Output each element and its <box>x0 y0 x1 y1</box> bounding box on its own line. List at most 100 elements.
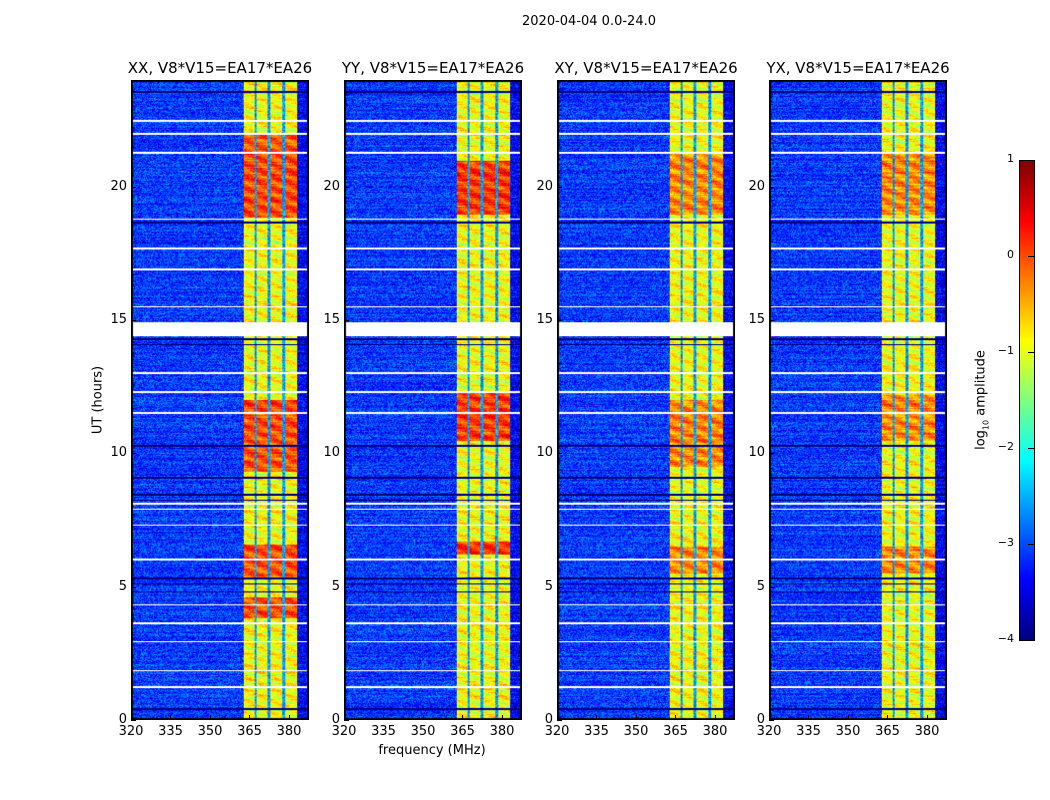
y-axis-label: UT (hours) <box>90 365 106 435</box>
heatmap-panel <box>344 80 522 720</box>
x-tick-label: 320 <box>756 724 782 739</box>
panel-title: YY, V8*V15=EA17*EA26 <box>341 59 525 77</box>
x-tick-mark <box>635 715 637 720</box>
x-tick-label: 365 <box>237 724 262 739</box>
y-tick-label: 20 <box>536 178 553 194</box>
y-tick-mark <box>769 453 774 455</box>
colorbar-tick-label: 0 <box>1007 248 1014 261</box>
y-tick-label: 15 <box>323 312 340 327</box>
x-tick-mark <box>714 715 716 720</box>
colorbar-tick-label: −2 <box>997 440 1014 453</box>
x-tick-label: 350 <box>623 724 649 739</box>
x-tick-label: 320 <box>544 724 570 739</box>
x-tick-mark <box>344 715 345 720</box>
y-tick-mark <box>557 453 562 455</box>
y-tick-mark <box>769 720 774 721</box>
y-tick-label: 5 <box>756 578 765 594</box>
x-tick-label: 320 <box>118 724 144 739</box>
y-tick-mark <box>769 320 774 321</box>
x-tick-label: 335 <box>796 724 821 739</box>
heatmap-panel <box>557 80 735 720</box>
y-tick-mark <box>344 320 349 321</box>
y-tick-label: 0 <box>118 712 127 727</box>
colorbar-label: log10 amplitude <box>974 350 991 450</box>
y-tick-label: 10 <box>323 445 340 461</box>
figure-title: 2020-04-04 0.0-24.0 <box>522 14 656 29</box>
x-tick-mark <box>501 715 503 720</box>
y-tick-label: 15 <box>110 312 127 327</box>
x-tick-label: 320 <box>331 724 357 739</box>
x-tick-mark <box>557 715 558 720</box>
colorbar-tick-label: 1 <box>1007 152 1014 165</box>
x-tick-mark <box>887 715 889 720</box>
x-tick-mark <box>596 715 598 720</box>
colorbar-tick-label: −1 <box>997 344 1014 357</box>
x-tick-label: 350 <box>835 724 861 739</box>
y-tick-mark <box>557 186 562 188</box>
panel-title: XY, V8*V15=EA17*EA26 <box>554 59 738 77</box>
x-tick-label: 350 <box>410 724 436 739</box>
x-tick-mark <box>209 715 211 720</box>
x-tick-mark <box>249 715 251 720</box>
y-tick-label: 5 <box>118 578 127 594</box>
x-tick-mark <box>769 715 770 720</box>
heatmap-panel <box>131 80 309 720</box>
y-tick-mark <box>769 186 774 188</box>
x-tick-mark <box>131 715 132 720</box>
y-tick-mark <box>344 720 349 721</box>
x-tick-mark <box>288 715 290 720</box>
x-tick-mark <box>675 715 677 720</box>
x-tick-label: 350 <box>197 724 223 739</box>
x-tick-label: 335 <box>371 724 396 739</box>
y-tick-label: 0 <box>756 712 765 727</box>
y-tick-mark <box>131 453 136 455</box>
x-tick-mark <box>422 715 424 720</box>
x-tick-mark <box>926 715 928 720</box>
y-tick-label: 10 <box>748 445 765 461</box>
x-tick-mark <box>170 715 172 720</box>
x-tick-label: 380 <box>914 724 940 739</box>
colorbar-tick-mark <box>1028 448 1034 449</box>
x-tick-label: 365 <box>450 724 475 739</box>
y-tick-mark <box>131 320 136 321</box>
y-tick-label: 15 <box>748 312 765 327</box>
y-tick-label: 5 <box>331 578 340 594</box>
x-tick-mark <box>383 715 385 720</box>
y-tick-label: 0 <box>544 712 553 727</box>
x-tick-mark <box>847 715 849 720</box>
y-tick-mark <box>557 586 562 588</box>
colorbar-tick-mark <box>1028 256 1034 257</box>
x-axis-label: frequency (MHz) <box>378 743 486 758</box>
y-tick-label: 15 <box>536 312 553 327</box>
y-tick-mark <box>131 720 136 721</box>
y-tick-mark <box>344 186 349 188</box>
y-tick-label: 20 <box>748 178 765 194</box>
colorbar-label-rest: amplitude <box>973 350 989 420</box>
x-tick-label: 365 <box>663 724 688 739</box>
colorbar-tick-label: −3 <box>997 536 1014 549</box>
panel-title: YX, V8*V15=EA17*EA26 <box>766 59 950 77</box>
y-tick-label: 10 <box>110 445 127 461</box>
colorbar-tick-mark <box>1028 544 1034 545</box>
x-tick-mark <box>808 715 810 720</box>
x-tick-label: 335 <box>158 724 183 739</box>
y-tick-label: 20 <box>110 178 127 194</box>
colorbar-tick-mark <box>1028 160 1034 161</box>
x-tick-label: 380 <box>276 724 302 739</box>
y-tick-mark <box>557 720 562 721</box>
x-tick-label: 365 <box>875 724 900 739</box>
y-tick-label: 0 <box>331 712 340 727</box>
colorbar-tick-mark <box>1028 640 1034 641</box>
y-tick-mark <box>131 586 136 588</box>
y-tick-label: 20 <box>323 178 340 194</box>
colorbar-tick-mark <box>1028 352 1034 353</box>
y-tick-mark <box>769 586 774 588</box>
heatmap-panel <box>769 80 947 720</box>
colorbar-tick-label: −4 <box>997 632 1014 645</box>
y-tick-mark <box>344 453 349 455</box>
x-tick-label: 380 <box>702 724 728 739</box>
y-tick-label: 10 <box>536 445 553 461</box>
y-tick-mark <box>131 186 136 188</box>
y-tick-mark <box>557 320 562 321</box>
colorbar-label-sub: 10 <box>981 419 991 431</box>
